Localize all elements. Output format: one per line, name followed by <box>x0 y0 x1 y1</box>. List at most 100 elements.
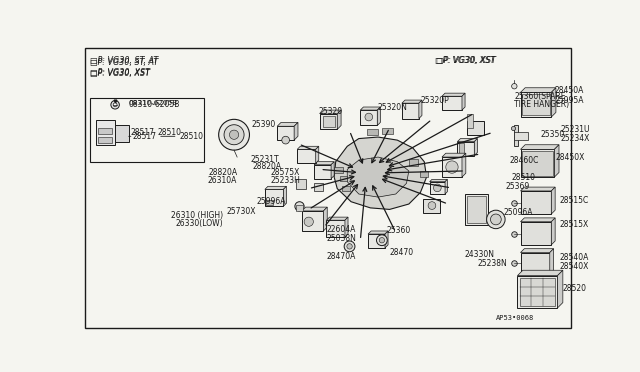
Polygon shape <box>368 231 388 234</box>
Text: 28540A: 28540A <box>559 253 588 262</box>
Text: 26310 (HIGH): 26310 (HIGH) <box>171 211 223 220</box>
Polygon shape <box>520 88 556 92</box>
Polygon shape <box>331 162 334 179</box>
Bar <box>320 114 337 129</box>
Bar <box>515 132 528 140</box>
Polygon shape <box>520 145 559 150</box>
Bar <box>520 222 551 245</box>
Text: 28460C: 28460C <box>509 155 539 165</box>
Bar <box>334 167 344 173</box>
Text: 25038N: 25038N <box>326 234 356 243</box>
Bar <box>360 110 378 125</box>
Circle shape <box>490 214 501 225</box>
Polygon shape <box>326 217 348 220</box>
Circle shape <box>511 84 517 89</box>
Polygon shape <box>445 179 447 194</box>
Polygon shape <box>419 100 422 119</box>
Text: □P: VG30, ST, AT: □P: VG30, ST, AT <box>90 56 159 65</box>
Polygon shape <box>337 110 341 129</box>
Circle shape <box>433 184 441 192</box>
Circle shape <box>224 125 244 145</box>
Text: TIRE HANGER): TIRE HANGER) <box>515 100 570 109</box>
Text: □P: VG30, XST: □P: VG30, XST <box>90 69 150 78</box>
Text: 28515X: 28515X <box>559 220 588 229</box>
Polygon shape <box>360 107 380 110</box>
Circle shape <box>380 238 385 243</box>
Circle shape <box>304 217 314 226</box>
Text: □P: VG30, XST: □P: VG30, XST <box>435 56 495 65</box>
Bar <box>402 103 419 119</box>
Polygon shape <box>265 186 287 189</box>
Polygon shape <box>474 139 477 155</box>
Bar <box>467 196 486 222</box>
Text: 28517: 28517 <box>132 132 156 141</box>
Circle shape <box>295 202 304 211</box>
Bar <box>409 159 418 166</box>
Text: 25238N: 25238N <box>477 259 507 268</box>
Polygon shape <box>378 107 380 125</box>
Text: 25231U: 25231U <box>561 125 590 134</box>
Polygon shape <box>520 218 555 222</box>
Text: 28575X: 28575X <box>271 168 300 177</box>
Polygon shape <box>458 139 477 142</box>
Bar <box>297 150 316 163</box>
Circle shape <box>219 119 250 150</box>
Polygon shape <box>277 122 298 126</box>
Polygon shape <box>520 249 554 253</box>
Bar <box>323 116 335 127</box>
Polygon shape <box>551 88 556 117</box>
Polygon shape <box>314 162 334 165</box>
Bar <box>98 137 112 143</box>
Text: 25390: 25390 <box>252 120 276 129</box>
Text: 28515C: 28515C <box>559 196 588 205</box>
Polygon shape <box>385 231 388 248</box>
Polygon shape <box>550 249 554 274</box>
Polygon shape <box>402 100 422 103</box>
Bar <box>266 200 273 205</box>
Text: 25360: 25360 <box>387 227 411 235</box>
Bar <box>342 186 349 191</box>
Circle shape <box>344 241 355 252</box>
Bar <box>522 94 550 115</box>
Bar <box>522 151 553 176</box>
Text: 26330(LOW): 26330(LOW) <box>175 219 223 228</box>
Polygon shape <box>334 137 427 209</box>
Text: 28540X: 28540X <box>559 262 588 271</box>
Polygon shape <box>348 157 409 197</box>
Text: 25730X: 25730X <box>226 207 255 216</box>
Bar <box>458 142 474 155</box>
Bar <box>465 194 488 225</box>
Circle shape <box>365 113 372 121</box>
Bar <box>277 126 294 140</box>
Bar <box>467 114 473 128</box>
Circle shape <box>111 100 119 109</box>
Text: 25320N: 25320N <box>378 103 407 112</box>
Polygon shape <box>316 146 319 163</box>
Text: 08310-6205B: 08310-6205B <box>129 100 180 109</box>
Text: 28517: 28517 <box>131 128 155 137</box>
Bar <box>296 205 303 211</box>
Text: 25350: 25350 <box>541 130 564 139</box>
Polygon shape <box>302 207 327 211</box>
Polygon shape <box>294 122 298 140</box>
Polygon shape <box>551 218 555 245</box>
Polygon shape <box>442 93 465 96</box>
Circle shape <box>428 202 436 209</box>
Circle shape <box>347 244 352 249</box>
Circle shape <box>230 130 239 140</box>
Bar <box>467 121 484 135</box>
Bar <box>424 199 440 212</box>
Bar <box>368 234 385 248</box>
Text: 25320P: 25320P <box>420 96 449 105</box>
Circle shape <box>282 136 289 144</box>
Bar <box>520 253 550 274</box>
Polygon shape <box>557 270 563 308</box>
Text: 28450A: 28450A <box>554 86 584 95</box>
Text: 25231T: 25231T <box>250 155 279 164</box>
Circle shape <box>376 235 387 246</box>
Text: 28520: 28520 <box>562 284 586 293</box>
Polygon shape <box>297 146 319 150</box>
Bar <box>302 211 323 231</box>
Text: 28470: 28470 <box>390 248 413 257</box>
Bar <box>326 220 345 237</box>
